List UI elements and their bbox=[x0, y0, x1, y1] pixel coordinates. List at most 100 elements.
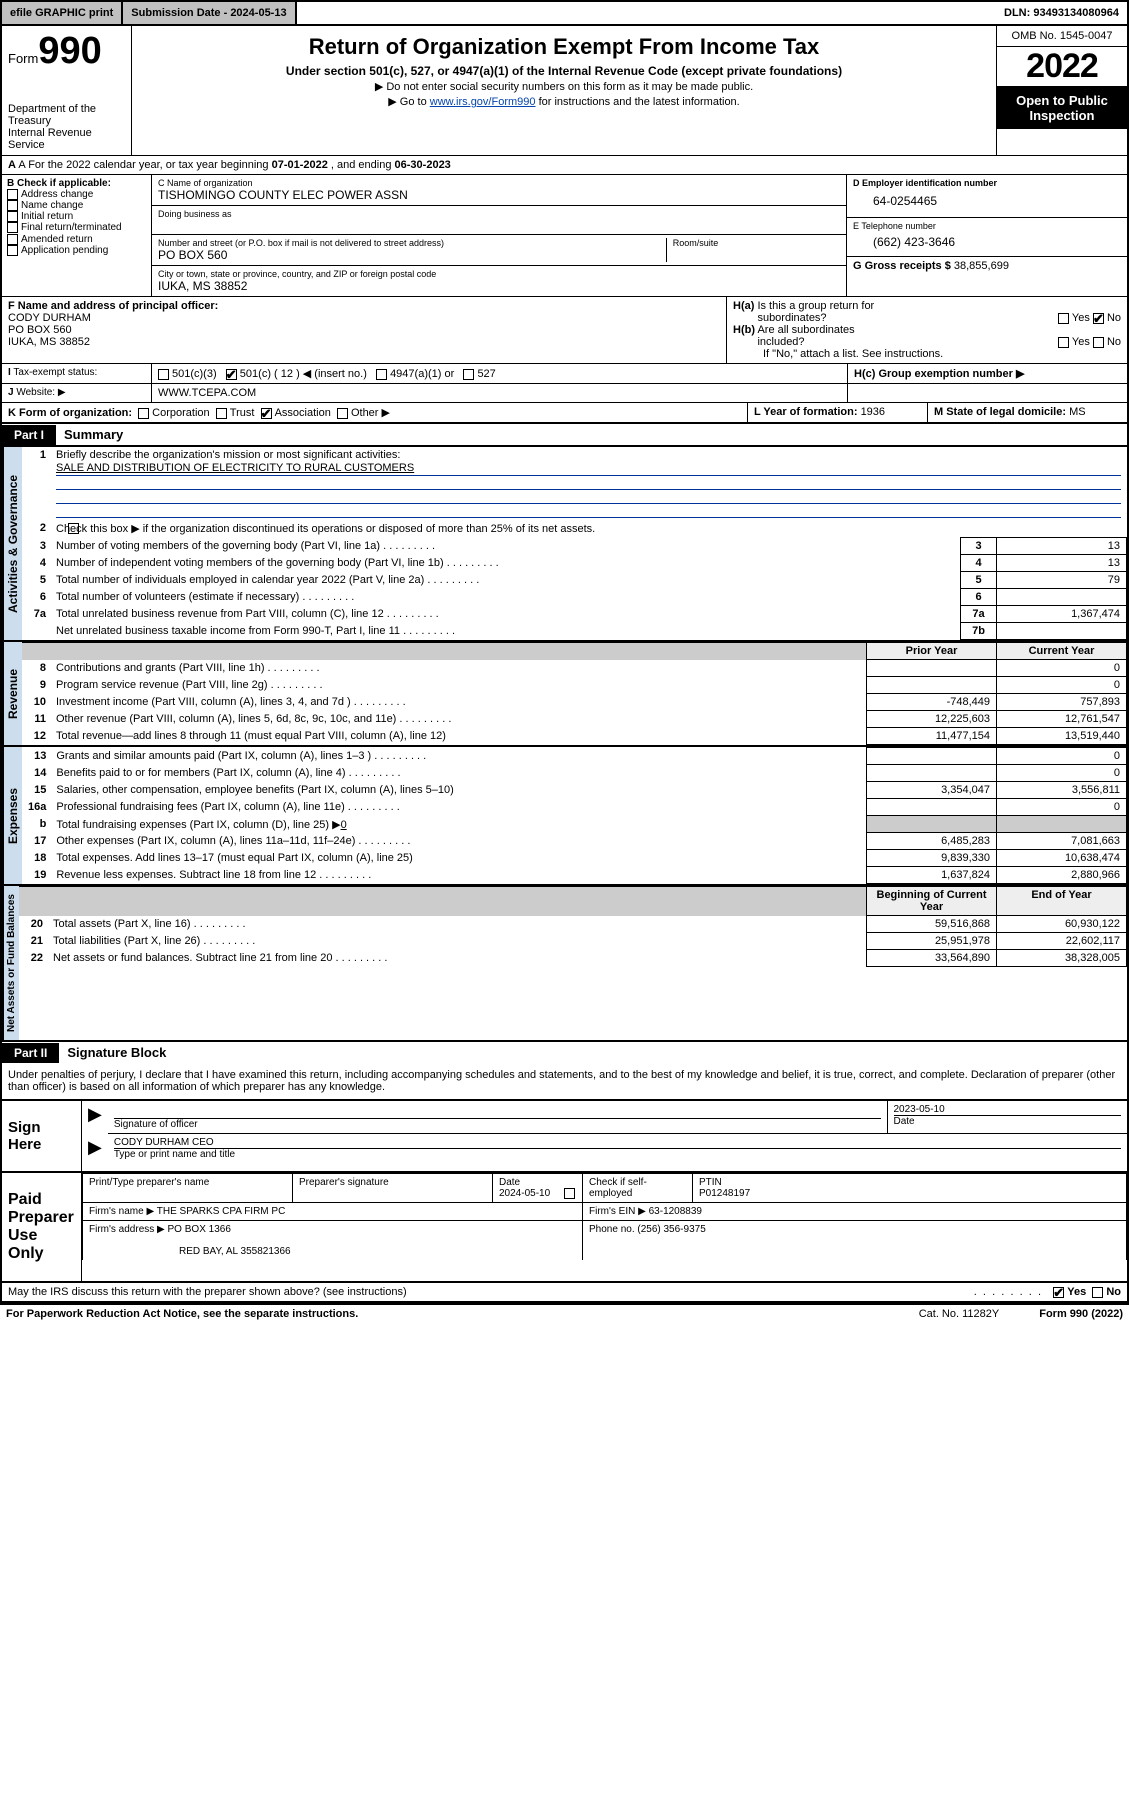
line10-curr: 757,893 bbox=[997, 694, 1127, 711]
street-address: PO BOX 560 bbox=[158, 248, 660, 262]
chk-trust[interactable] bbox=[216, 408, 227, 419]
chk-4947[interactable] bbox=[376, 369, 387, 380]
ptin-value: P01248197 bbox=[699, 1188, 750, 1199]
city-state-zip: IUKA, MS 38852 bbox=[158, 279, 840, 293]
chk-501c[interactable] bbox=[226, 369, 237, 380]
line16a-label: Professional fundraising fees (Part IX, … bbox=[50, 799, 866, 816]
officer-addr1: PO BOX 560 bbox=[8, 324, 72, 336]
chk-corp[interactable] bbox=[138, 408, 149, 419]
part2-title: Signature Block bbox=[59, 1042, 174, 1063]
irs-link[interactable]: www.irs.gov/Form990 bbox=[430, 96, 536, 108]
line15-label: Salaries, other compensation, employee b… bbox=[50, 782, 866, 799]
line11-prior: 12,225,603 bbox=[867, 711, 997, 728]
firm-ein: 63-1208839 bbox=[649, 1206, 702, 1217]
line22-curr: 38,328,005 bbox=[997, 950, 1127, 967]
chk-initial-return[interactable] bbox=[7, 211, 18, 222]
chk-assoc[interactable] bbox=[261, 408, 272, 419]
line10-prior: -748,449 bbox=[867, 694, 997, 711]
line7a-label: Total unrelated business revenue from Pa… bbox=[50, 606, 961, 623]
chk-other[interactable] bbox=[337, 408, 348, 419]
form-label: Form bbox=[8, 51, 38, 66]
chk-501c3[interactable] bbox=[158, 369, 169, 380]
line8-prior bbox=[867, 660, 997, 677]
chk-hb-no[interactable] bbox=[1093, 337, 1104, 348]
chk-ha-yes[interactable] bbox=[1058, 313, 1069, 324]
tab-net-assets: Net Assets or Fund Balances bbox=[2, 886, 19, 1040]
chk-name-change[interactable] bbox=[7, 200, 18, 211]
line15-curr: 3,556,811 bbox=[997, 782, 1127, 799]
form-number: 990 bbox=[38, 30, 101, 72]
efile-print-button[interactable]: efile GRAPHIC print bbox=[2, 2, 123, 24]
line22-prior: 33,564,890 bbox=[867, 950, 997, 967]
dept-treasury: Department of the Treasury bbox=[8, 103, 125, 127]
line16b-label: Total fundraising expenses (Part IX, col… bbox=[50, 816, 866, 833]
sign-here-label: Sign Here bbox=[2, 1101, 82, 1171]
city-label: City or town, state or province, country… bbox=[158, 269, 840, 279]
chk-app-pending[interactable] bbox=[7, 245, 18, 256]
phone-value: (662) 423-3646 bbox=[853, 231, 1121, 253]
chk-amended[interactable] bbox=[7, 234, 18, 245]
preparer-sig-label: Preparer's signature bbox=[293, 1174, 493, 1203]
line8-curr: 0 bbox=[997, 660, 1127, 677]
org-name: TISHOMINGO COUNTY ELEC POWER ASSN bbox=[158, 188, 840, 202]
line7b-label: Net unrelated business taxable income fr… bbox=[50, 623, 961, 640]
line6-value bbox=[997, 589, 1127, 606]
eoy-hdr: End of Year bbox=[997, 887, 1127, 916]
dln: DLN: 93493134080964 bbox=[996, 2, 1127, 24]
line18-prior: 9,839,330 bbox=[867, 850, 997, 867]
name-title-label: Type or print name and title bbox=[114, 1148, 1121, 1160]
year-formation: 1936 bbox=[861, 406, 885, 418]
line9-label: Program service revenue (Part VIII, line… bbox=[50, 677, 867, 694]
line17-label: Other expenses (Part IX, column (A), lin… bbox=[50, 833, 866, 850]
gross-receipts-value: 38,855,699 bbox=[954, 260, 1009, 272]
line5-value: 79 bbox=[997, 572, 1127, 589]
form-of-org-label: K Form of organization: bbox=[8, 407, 132, 419]
hb-note: If "No," attach a list. See instructions… bbox=[733, 348, 1121, 360]
box-b-applicable: B Check if applicable: Address change Na… bbox=[2, 175, 152, 296]
chk-hb-yes[interactable] bbox=[1058, 337, 1069, 348]
top-bar: efile GRAPHIC print Submission Date - 20… bbox=[0, 0, 1129, 26]
line11-label: Other revenue (Part VIII, column (A), li… bbox=[50, 711, 867, 728]
chk-self-employed[interactable] bbox=[564, 1188, 575, 1199]
chk-discuss-no[interactable] bbox=[1092, 1287, 1103, 1298]
line20-label: Total assets (Part X, line 16) bbox=[47, 916, 867, 933]
part2-header: Part II bbox=[2, 1043, 59, 1063]
firm-addr-label: Firm's address ▶ bbox=[89, 1224, 168, 1235]
perjury-declaration: Under penalties of perjury, I declare th… bbox=[2, 1063, 1127, 1099]
self-employed-check: Check if self-employed bbox=[583, 1174, 693, 1203]
pra-notice: For Paperwork Reduction Act Notice, see … bbox=[6, 1308, 358, 1320]
line7a-value: 1,367,474 bbox=[997, 606, 1127, 623]
line16a-curr: 0 bbox=[997, 799, 1127, 816]
chk-final-return[interactable] bbox=[7, 222, 18, 233]
mission-text: SALE AND DISTRIBUTION OF ELECTRICITY TO … bbox=[56, 462, 414, 474]
tax-year-range: A A For the 2022 calendar year, or tax y… bbox=[2, 155, 1127, 174]
prior-year-hdr: Prior Year bbox=[867, 643, 997, 660]
domicile-state: MS bbox=[1069, 406, 1086, 418]
form-header: Form990 Department of the Treasury Inter… bbox=[2, 26, 1127, 155]
line12-prior: 11,477,154 bbox=[867, 728, 997, 745]
goto-instructions: ▶ Go to www.irs.gov/Form990 for instruct… bbox=[138, 95, 990, 108]
chk-527[interactable] bbox=[463, 369, 474, 380]
form-title: Return of Organization Exempt From Incom… bbox=[138, 34, 990, 60]
chk-discuss-yes[interactable] bbox=[1053, 1287, 1064, 1298]
officer-name: CODY DURHAM bbox=[8, 312, 91, 324]
line3-value: 13 bbox=[997, 538, 1127, 555]
chk-address-change[interactable] bbox=[7, 189, 18, 200]
room-label: Room/suite bbox=[673, 238, 840, 248]
line20-prior: 59,516,868 bbox=[867, 916, 997, 933]
chk-discontinued[interactable] bbox=[68, 523, 79, 534]
firm-ein-label: Firm's EIN ▶ bbox=[589, 1206, 649, 1217]
line14-label: Benefits paid to or for members (Part IX… bbox=[50, 765, 866, 782]
chk-ha-no[interactable] bbox=[1093, 313, 1104, 324]
firm-addr: PO BOX 1366 bbox=[168, 1224, 231, 1235]
line4-label: Number of independent voting members of … bbox=[50, 555, 961, 572]
current-year-hdr: Current Year bbox=[997, 643, 1127, 660]
paid-preparer-label: Paid Preparer Use Only bbox=[2, 1173, 82, 1281]
line21-curr: 22,602,117 bbox=[997, 933, 1127, 950]
omb-number: OMB No. 1545-0047 bbox=[997, 26, 1127, 47]
line9-prior bbox=[867, 677, 997, 694]
line7b-value bbox=[997, 623, 1127, 640]
line5-label: Total number of individuals employed in … bbox=[50, 572, 961, 589]
firm-phone: (256) 356-9375 bbox=[637, 1224, 705, 1235]
line22-label: Net assets or fund balances. Subtract li… bbox=[47, 950, 867, 967]
